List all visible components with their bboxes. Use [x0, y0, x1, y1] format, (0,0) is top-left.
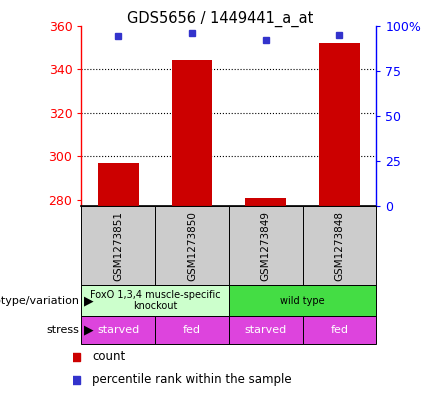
Bar: [229, 316, 303, 344]
Bar: [303, 206, 376, 285]
Text: count: count: [92, 351, 125, 364]
Bar: [98, 163, 139, 206]
Bar: [155, 206, 229, 285]
Text: GDS5656 / 1449441_a_at: GDS5656 / 1449441_a_at: [127, 11, 313, 27]
Text: ▶: ▶: [84, 294, 93, 307]
Bar: [81, 316, 155, 344]
Bar: [155, 316, 229, 344]
Text: GSM1273849: GSM1273849: [260, 211, 271, 281]
Bar: [319, 43, 359, 206]
Text: FoxO 1,3,4 muscle-specific
knockout: FoxO 1,3,4 muscle-specific knockout: [90, 290, 220, 311]
Text: GSM1273851: GSM1273851: [113, 211, 123, 281]
Text: percentile rank within the sample: percentile rank within the sample: [92, 373, 292, 386]
Bar: [81, 206, 155, 285]
Text: fed: fed: [183, 325, 201, 335]
Text: stress: stress: [46, 325, 79, 335]
Bar: [81, 285, 229, 316]
Bar: [229, 285, 376, 316]
Text: starved: starved: [97, 325, 139, 335]
Text: genotype/variation: genotype/variation: [0, 296, 79, 306]
Bar: [172, 61, 212, 206]
Bar: [303, 316, 376, 344]
Bar: [246, 198, 286, 206]
Text: ▶: ▶: [84, 323, 93, 337]
Text: wild type: wild type: [280, 296, 325, 306]
Text: GSM1273850: GSM1273850: [187, 211, 197, 281]
Text: fed: fed: [330, 325, 348, 335]
Bar: [229, 206, 303, 285]
Text: starved: starved: [245, 325, 287, 335]
Text: GSM1273848: GSM1273848: [334, 211, 345, 281]
